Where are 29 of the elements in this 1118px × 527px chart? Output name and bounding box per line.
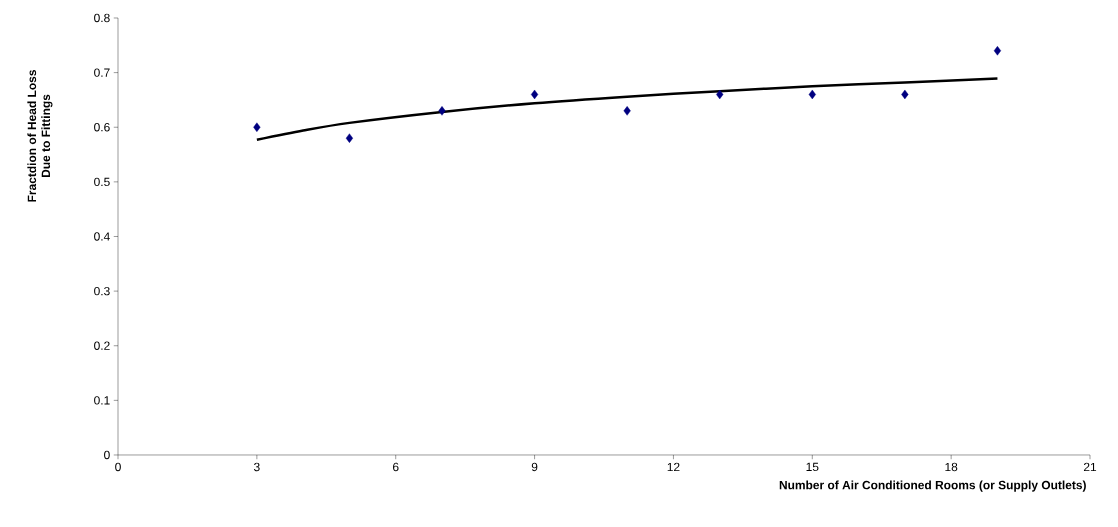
x-tick-label: 12 bbox=[667, 462, 680, 472]
y-tick-label: 0.2 bbox=[94, 341, 110, 350]
y-tick-label: 0.5 bbox=[94, 177, 110, 187]
x-tick-label: 18 bbox=[945, 462, 958, 472]
y-tick-label: 0.1 bbox=[94, 396, 110, 405]
point bbox=[253, 122, 261, 132]
x-tick-label: 3 bbox=[254, 462, 260, 472]
point bbox=[716, 89, 724, 100]
y-tick-label: 0.8 bbox=[94, 13, 110, 23]
point bbox=[808, 89, 816, 100]
x-axis-title: Number of Air Conditioned Rooms (or Supply Outlets) bbox=[779, 480, 1086, 492]
x-tick-label: 6 bbox=[393, 462, 399, 472]
point bbox=[993, 46, 1002, 56]
x-tick-label: 0 bbox=[115, 462, 121, 472]
point bbox=[438, 106, 446, 116]
point bbox=[531, 89, 539, 100]
x-tick-label: 15 bbox=[806, 462, 819, 472]
y-tick-label: 0.7 bbox=[94, 68, 110, 77]
y-tick-label: 0 bbox=[104, 450, 110, 460]
point bbox=[901, 89, 909, 100]
y-tick-label: 0.3 bbox=[94, 286, 110, 296]
x-tick-label: 9 bbox=[531, 462, 538, 472]
x-tick-label: 21 bbox=[1083, 462, 1097, 472]
point bbox=[623, 106, 631, 116]
line-series bbox=[255, 77, 999, 142]
point bbox=[345, 133, 354, 143]
y-tick-label: 0.4 bbox=[94, 232, 110, 241]
y-tick-label: 0.6 bbox=[94, 123, 110, 132]
y-axis-title: Fractdion of Head Loss Due to Fittings bbox=[27, 70, 53, 202]
